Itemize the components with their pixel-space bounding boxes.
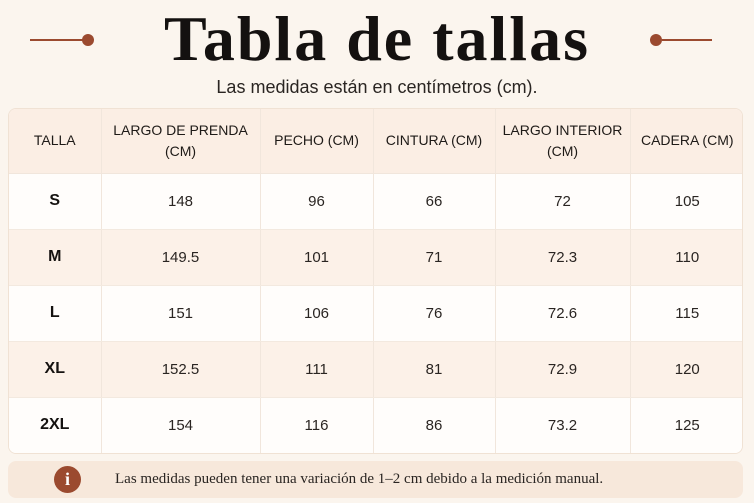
size-cell: S — [9, 173, 102, 230]
info-icon: i — [54, 466, 81, 493]
table-row: 2XL 154 116 86 73.2 125 — [9, 397, 742, 453]
column-header-inseam: LARGO INTERIOR (CM) — [495, 109, 631, 174]
waist-cell: 66 — [373, 173, 496, 230]
table-row: XL 152.5 111 81 72.9 120 — [9, 341, 742, 398]
hip-cell: 125 — [674, 416, 700, 434]
waist-cell: 81 — [373, 341, 496, 398]
length-cell: 151 — [101, 285, 261, 342]
chest-cell: 106 — [260, 285, 374, 342]
column-header-size: TALLA — [9, 109, 102, 174]
chest-cell: 116 — [260, 397, 374, 453]
inseam-cell: 72.9 — [495, 341, 631, 398]
size-cell: L — [9, 285, 102, 342]
inseam-cell: 72 — [495, 173, 631, 230]
table-row: L 151 106 76 72.6 115 — [9, 285, 742, 342]
length-cell: 149.5 — [101, 229, 261, 286]
length-cell: 148 — [101, 173, 261, 230]
measurement-note: i Las medidas pueden tener una variación… — [8, 461, 743, 498]
column-header-length: LARGO DE PRENDA (CM) — [101, 109, 261, 174]
length-cell: 154 — [101, 397, 261, 453]
column-header-chest: PECHO (CM) — [260, 109, 374, 174]
column-header-hip: CADERA (CM) — [630, 109, 742, 174]
decorative-dot-right — [650, 34, 662, 46]
hip-cell: 115 — [630, 285, 742, 342]
page-title: Tabla de tallas — [164, 3, 590, 74]
decorative-dot-left — [82, 34, 94, 46]
inseam-cell: 72.3 — [495, 229, 631, 286]
column-header-waist: CINTURA (CM) — [373, 109, 496, 174]
header: Tabla de tallas Las medidas están en cen… — [0, 0, 754, 104]
subtitle: Las medidas están en centímetros (cm). — [216, 77, 538, 97]
waist-cell: 76 — [373, 285, 496, 342]
note-text: Las medidas pueden tener una variación d… — [115, 471, 604, 487]
hip-cell: 110 — [630, 229, 742, 286]
chest-cell: 111 — [260, 341, 374, 398]
hip-cell: 105 — [630, 173, 742, 230]
inseam-cell: 73.2 — [495, 397, 631, 453]
table-row: S 148 96 66 72 105 — [9, 173, 742, 230]
size-cell: XL — [9, 341, 102, 398]
inseam-cell: 72.6 — [495, 285, 631, 342]
hip-cell: 120 — [630, 341, 742, 398]
table-row: M 149.5 101 71 72.3 110 — [9, 229, 742, 286]
size-cell: 2XL — [9, 397, 102, 453]
size-cell: M — [9, 229, 102, 286]
size-table: TALLA LARGO DE PRENDA (CM) PECHO (CM) CI… — [8, 108, 743, 454]
chest-cell: 101 — [260, 229, 374, 286]
table-header-row: TALLA LARGO DE PRENDA (CM) PECHO (CM) CI… — [9, 109, 742, 174]
waist-cell: 71 — [373, 229, 496, 286]
length-cell: 152.5 — [101, 341, 261, 398]
decorative-line-left — [30, 39, 86, 41]
chest-cell: 96 — [260, 173, 374, 230]
waist-cell: 86 — [373, 397, 496, 453]
decorative-line-right — [662, 39, 712, 41]
